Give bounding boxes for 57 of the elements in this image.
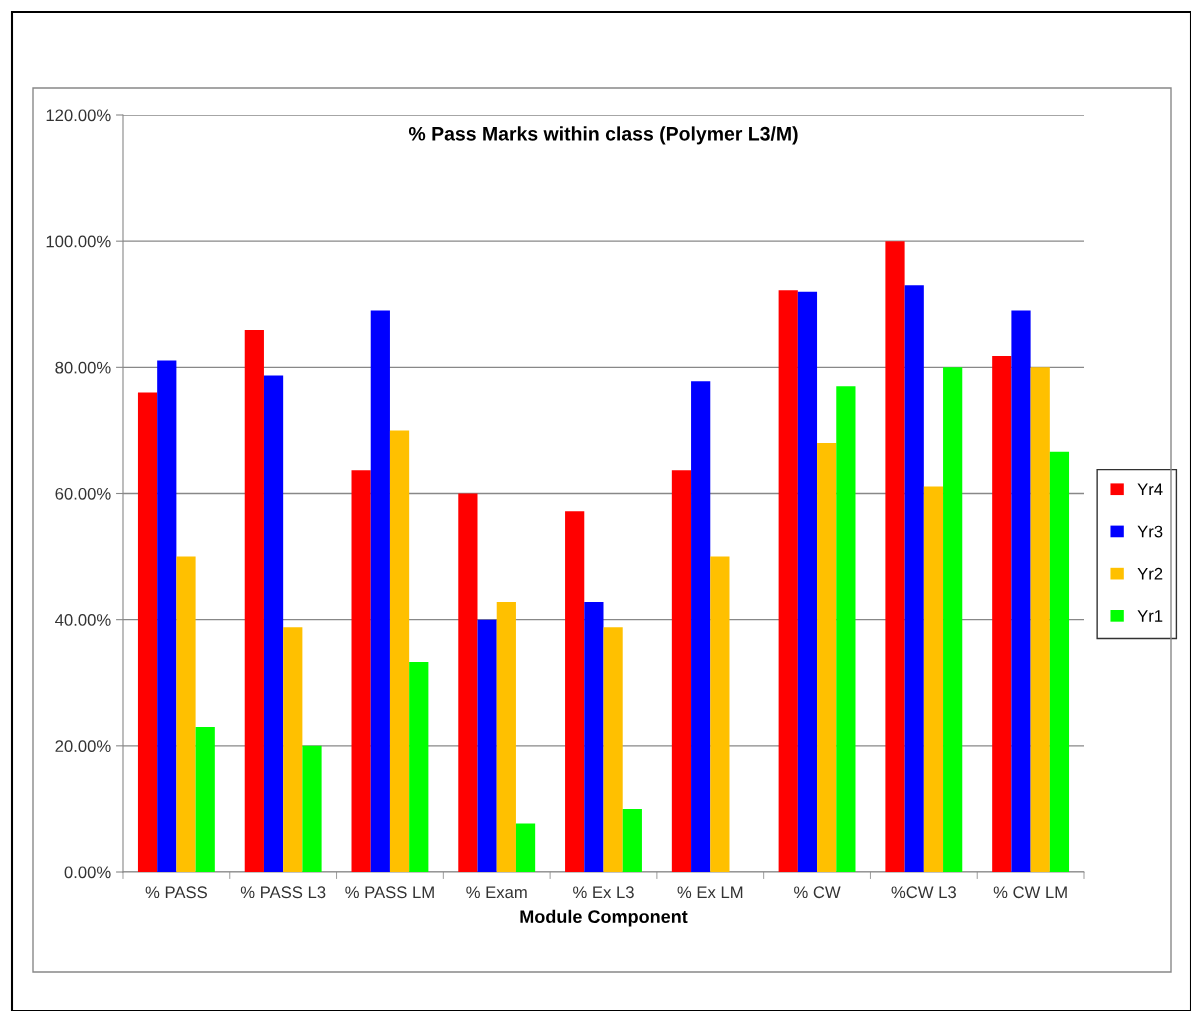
bar	[458, 493, 478, 872]
bar	[263, 375, 284, 872]
bar	[137, 392, 158, 872]
bar	[778, 290, 798, 872]
bar	[836, 386, 856, 872]
y-tick-label: 40.00%	[55, 614, 111, 626]
legend-label: Yr4	[1137, 483, 1163, 496]
x-tick-label: % Exam	[466, 886, 527, 899]
y-tick-label: 60.00%	[55, 487, 111, 500]
bar	[283, 627, 303, 872]
bar	[157, 360, 177, 872]
legend-label: Yr2	[1137, 567, 1163, 580]
bar	[351, 470, 371, 872]
bar	[671, 470, 692, 872]
y-tick-label: 120.00%	[46, 109, 111, 122]
bar	[1011, 310, 1031, 872]
y-tick-label: 20.00%	[55, 740, 111, 753]
bar	[389, 430, 410, 872]
bar	[496, 602, 516, 872]
bar	[923, 486, 944, 872]
bar	[244, 330, 264, 872]
bar	[1030, 367, 1050, 872]
x-tick-label: % PASS LM	[345, 886, 434, 899]
x-tick-label: % CW	[794, 886, 841, 899]
bar	[603, 627, 623, 872]
x-tick-label: % Ex LM	[677, 886, 743, 899]
bar	[885, 241, 905, 872]
bar	[477, 619, 497, 872]
y-tick-label: 100.00%	[46, 235, 111, 248]
bar	[691, 381, 711, 872]
bar	[195, 726, 215, 872]
bar	[797, 291, 818, 872]
x-tick-label: % PASS L3	[240, 886, 326, 899]
bar	[1049, 451, 1070, 872]
bar	[584, 602, 604, 872]
bar	[176, 556, 196, 872]
bar	[302, 745, 322, 872]
bar	[904, 285, 924, 872]
bar	[515, 823, 536, 872]
y-tick-label: 80.00%	[55, 361, 111, 374]
bar	[622, 808, 642, 872]
legend-label: Yr1	[1137, 610, 1163, 622]
text: % Pass Marks within class (Polymer L3/M)	[408, 126, 798, 145]
y-tick-label: 0.00%	[64, 866, 111, 879]
bar	[817, 443, 837, 872]
x-tick-label: % Ex L3	[573, 886, 634, 899]
bar	[992, 355, 1012, 872]
legend-label: Yr3	[1137, 525, 1163, 538]
bar	[409, 661, 429, 872]
x-tick-label: % PASS	[145, 886, 207, 899]
bar	[943, 367, 963, 872]
x-tick-label: % CW LM	[993, 886, 1067, 899]
bar	[710, 556, 730, 872]
x-axis-title: Module Component	[520, 909, 688, 927]
bar	[565, 511, 585, 872]
bar	[370, 310, 390, 872]
x-tick-label: %CW L3	[891, 886, 956, 899]
